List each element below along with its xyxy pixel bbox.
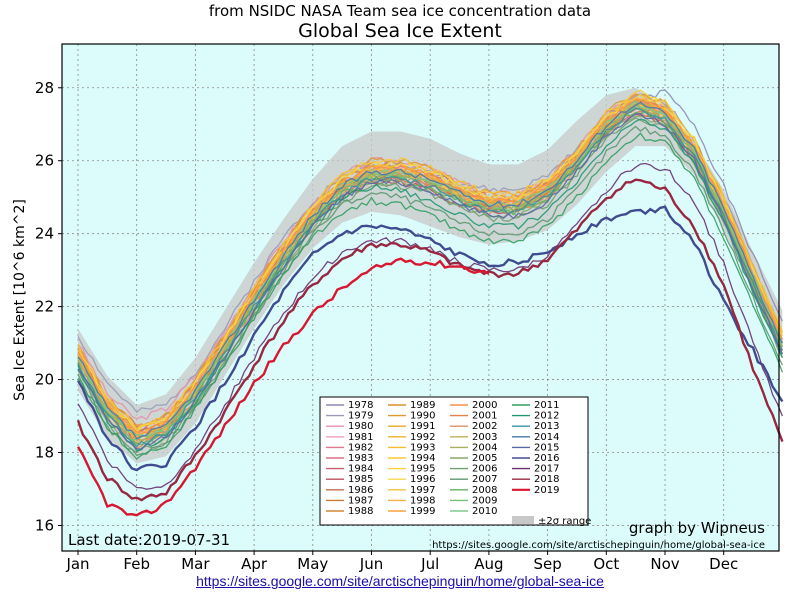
series-line-2011 [77, 132, 784, 460]
y-axis-ticks: 16 18 20 22 24 26 28 [35, 79, 62, 534]
legend-label: 2017 [534, 464, 559, 475]
legend-label: 2003 [472, 432, 497, 443]
legend-label: 1985 [348, 474, 373, 485]
legend-label: 1990 [410, 411, 435, 422]
x-tick-label: Jan [65, 555, 89, 573]
legend-label: 2015 [534, 442, 559, 453]
legend-label: 1987 [348, 495, 373, 506]
legend-label: 2000 [472, 400, 497, 411]
legend-label: 2001 [472, 411, 497, 422]
legend-label: 1997 [410, 485, 435, 496]
series-line-2015 [77, 112, 783, 450]
x-tick-label: Apr [241, 555, 268, 573]
legend-label: 1982 [348, 442, 373, 453]
legend-label: 2007 [472, 474, 497, 485]
legend-label: 1984 [348, 464, 373, 475]
x-tick-label: Jun [359, 555, 383, 573]
x-tick-label: Nov [650, 555, 679, 573]
legend-label: 2002 [472, 421, 497, 432]
legend-label: 1998 [410, 495, 435, 506]
sigma-band-area [78, 87, 783, 464]
series-line-1978 [635, 89, 783, 322]
legend-label: 2013 [534, 421, 559, 432]
x-tick-label: Sep [533, 555, 561, 573]
legend-label: 1980 [348, 421, 373, 432]
legend-label: 2008 [472, 485, 497, 496]
legend-label: 1981 [348, 432, 373, 443]
x-tick-label: May [297, 555, 328, 573]
plot-frame [61, 43, 780, 552]
chart-subtitle: from NSIDC NASA Team sea ice concentrati… [208, 2, 592, 20]
series-line-1979 [77, 93, 783, 414]
series-line-2012 [77, 118, 784, 452]
legend-label: 2012 [534, 411, 559, 422]
x-tick-label: Feb [123, 555, 150, 573]
legend-label: 2018 [534, 474, 559, 485]
x-tick-label: Jul [420, 555, 439, 573]
y-tick-label: 26 [35, 152, 54, 170]
legend-label: 2016 [534, 453, 559, 464]
chart-title: Global Sea Ice Extent [298, 20, 502, 42]
legend-label: 1979 [348, 411, 373, 422]
series-line-2018 [76, 178, 784, 502]
legend-label: 2014 [534, 432, 559, 443]
y-tick-label: 16 [35, 516, 54, 534]
legend-label: 2011 [534, 400, 559, 411]
x-axis-ticks: Jan Feb Mar Apr May Jun Jul Aug Sep Oct Nov Dec [65, 551, 738, 573]
x-tick-label: Aug [474, 555, 503, 573]
x-tick-label: Mar [181, 555, 210, 573]
series-line-2017 [77, 162, 784, 490]
legend-label: 1993 [410, 442, 435, 453]
y-tick-label: 24 [35, 225, 54, 243]
series-line-2000 [77, 98, 783, 434]
legend-label: 1992 [410, 432, 435, 443]
x-tick-label: Oct [593, 555, 619, 573]
source-annotation: https://sites.google.com/site/arctischep… [432, 540, 765, 551]
legend-label: 2019 [534, 485, 559, 496]
series-line-1996 [77, 93, 783, 433]
legend-label: 1988 [348, 506, 373, 517]
legend-label: 1983 [348, 453, 373, 464]
x-tick-label: Dec [709, 555, 738, 573]
y-tick-label: 18 [35, 444, 54, 462]
legend-label: 2005 [472, 453, 497, 464]
last-date-annotation: Last date:2019-07-31 [68, 531, 230, 549]
y-tick-label: 22 [35, 298, 54, 316]
y-tick-label: 20 [35, 371, 54, 389]
series-line-2016 [76, 205, 784, 472]
sigma-band [78, 87, 783, 464]
legend-label: 1994 [410, 453, 435, 464]
series-line-2019 [76, 257, 490, 517]
footer-link[interactable]: https://sites.google.com/site/arctischep… [196, 573, 604, 589]
legend-label: 2006 [472, 464, 497, 475]
legend-label: 2010 [472, 506, 497, 517]
series-lines [76, 89, 784, 517]
legend-box [319, 396, 589, 526]
legend-band-label: ±2σ range [538, 516, 591, 527]
legend-label: 2009 [472, 495, 497, 506]
legend-label: 1978 [348, 400, 373, 411]
legend-label: 1995 [410, 464, 435, 475]
series-line-2014 [77, 101, 783, 440]
legend-label: 1999 [410, 506, 435, 517]
legend-label: 1986 [348, 485, 373, 496]
legend: 1978197919801981198219831984198519861987… [319, 396, 591, 527]
legend-label: 1996 [410, 474, 435, 485]
legend-label: 1991 [410, 421, 435, 432]
y-axis-label: Sea Ice Extent [10^6 km^2] [12, 199, 28, 401]
legend-label: 2004 [472, 442, 497, 453]
legend-label: 1989 [410, 400, 435, 411]
author-annotation: graph by Wipneus [629, 519, 765, 537]
y-tick-label: 28 [35, 79, 54, 97]
legend-band-swatch [512, 516, 534, 524]
